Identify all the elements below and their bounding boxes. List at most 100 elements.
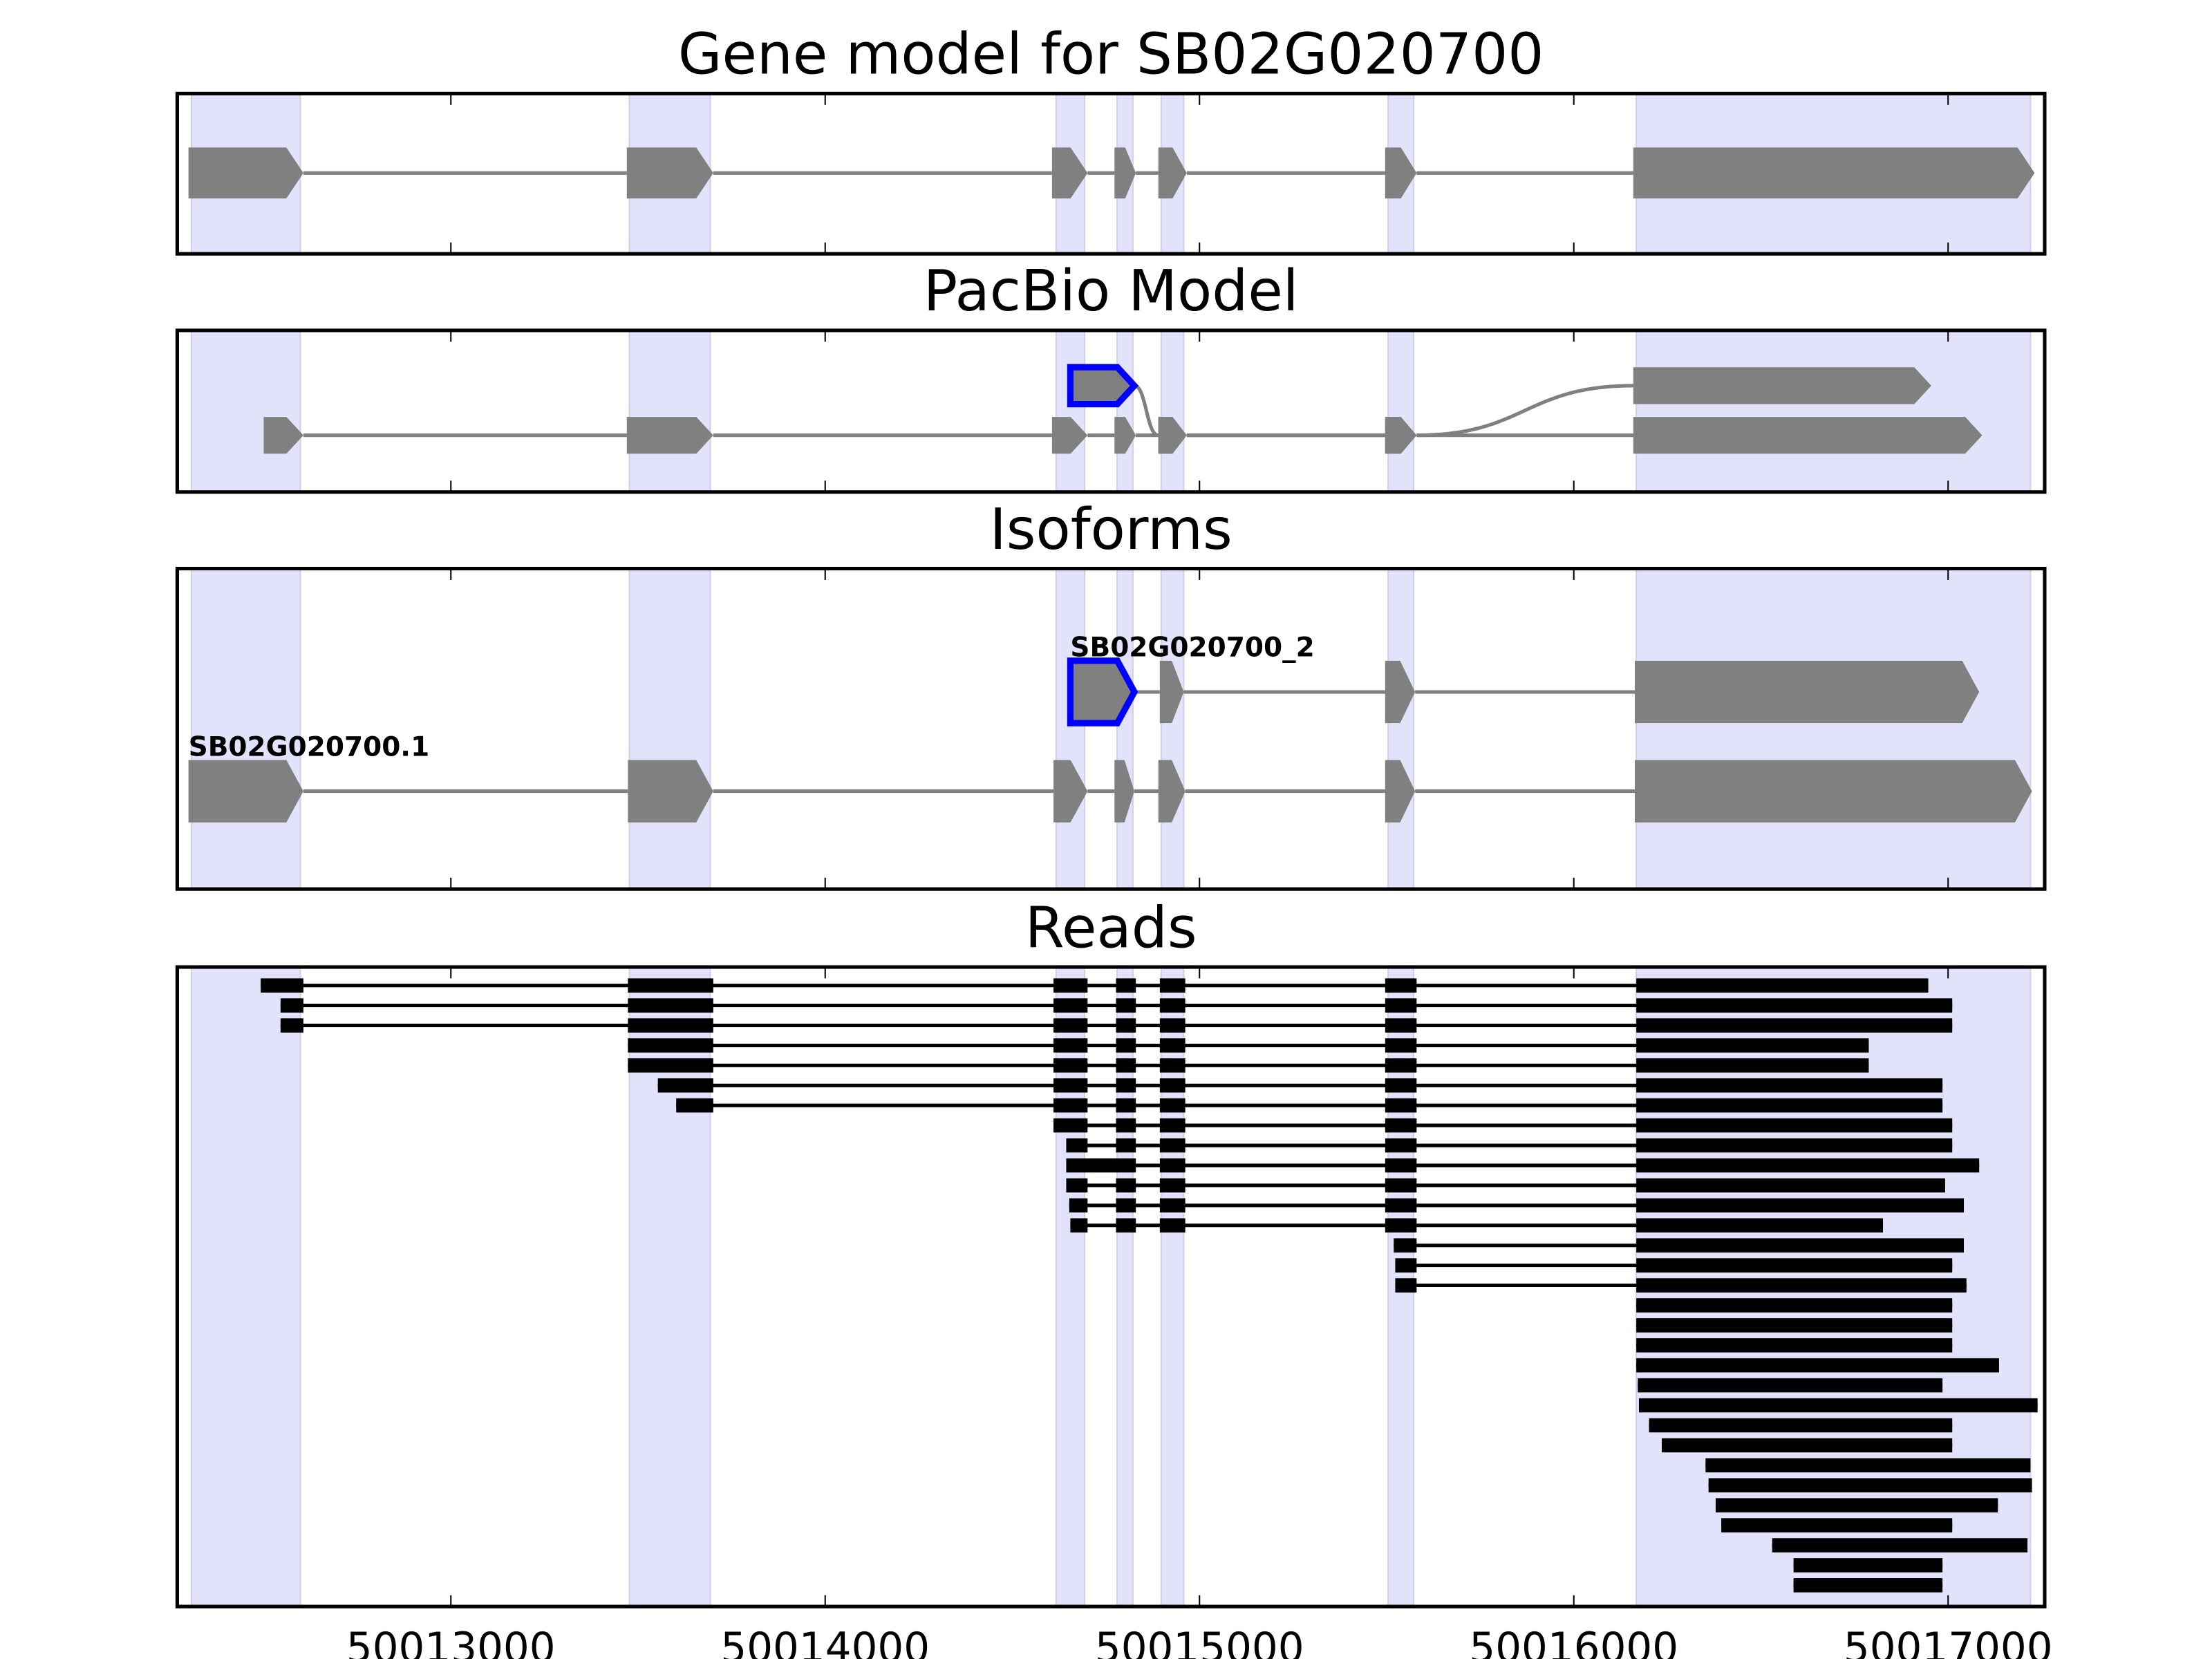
intron-curve [1134, 384, 1159, 438]
read [1636, 1298, 1953, 1313]
transcript [1067, 364, 1931, 454]
shaded-exon-region [1055, 568, 1086, 890]
shaded-exon-region [190, 329, 301, 493]
x-tick-label: 50015000 [1095, 1624, 1304, 1659]
highlighted-exon [1067, 657, 1138, 727]
read-block [1636, 1358, 1999, 1373]
transcript: SB02G020700_2 [1067, 632, 1980, 727]
read [1053, 1118, 1953, 1133]
read [1638, 1398, 2038, 1413]
shaded-exon-region [1055, 966, 1086, 1608]
shaded-exon-region [1387, 568, 1415, 890]
read-block [1159, 1038, 1185, 1053]
shaded-exon-region [1116, 568, 1134, 890]
x-tick-label: 50014000 [720, 1624, 930, 1659]
read-block [657, 1078, 713, 1093]
read [1661, 1438, 1953, 1453]
read-block [1066, 1158, 1136, 1173]
x-tick-label: 50013000 [346, 1624, 556, 1659]
shaded-exon-region [1055, 329, 1086, 493]
read [1066, 1158, 1980, 1173]
read-block [1066, 1138, 1088, 1153]
read-block [1793, 1578, 1943, 1593]
read [1772, 1538, 2028, 1553]
read-block [1159, 1158, 1185, 1173]
read-block [1636, 1138, 1953, 1153]
read-block [1636, 1258, 1953, 1273]
read-block [1116, 978, 1136, 993]
read [1705, 1458, 2031, 1473]
shaded-exon-region [190, 568, 301, 890]
read-block [1116, 1178, 1136, 1193]
read [1715, 1498, 1998, 1512]
panel-title: PacBio Model [924, 259, 1299, 324]
read-block [1116, 1098, 1136, 1113]
read-block [280, 1018, 303, 1033]
shaded-exon-region [1635, 329, 2032, 493]
exon [1159, 660, 1184, 724]
read [1066, 1138, 1953, 1153]
read [1394, 1238, 1964, 1253]
read-block [1636, 1278, 1967, 1293]
read-block [1638, 1378, 1943, 1393]
read-block [1385, 1038, 1417, 1053]
read-block [1385, 1018, 1417, 1033]
shaded-exon-region [628, 568, 711, 890]
read-block [1159, 1118, 1185, 1133]
exon [1633, 367, 1931, 404]
read-block [1636, 1218, 1884, 1232]
read-block [1395, 1258, 1417, 1273]
shaded-exon-region [1160, 329, 1185, 493]
read-block [1159, 1138, 1185, 1153]
panel-1: PacBio Model [175, 259, 2047, 494]
highlighted-exon [1067, 364, 1139, 408]
exon [1051, 417, 1088, 454]
exon [1114, 147, 1136, 199]
read [280, 1018, 1953, 1033]
read-block [280, 998, 303, 1013]
read-block [1116, 1198, 1136, 1213]
read-block [1793, 1558, 1943, 1573]
read-block [1159, 1178, 1185, 1193]
isoform-label: SB02G020700.1 [189, 731, 430, 762]
read-block [1385, 1078, 1417, 1093]
read [1793, 1578, 1943, 1593]
read-block [1636, 1318, 1953, 1333]
read-block [1116, 1018, 1136, 1033]
read-block [1636, 1098, 1943, 1113]
read-block [1385, 1098, 1417, 1113]
isoform-label: SB02G020700_2 [1070, 632, 1314, 664]
read-block [1053, 1098, 1088, 1113]
read-block [1636, 1158, 1980, 1173]
read [657, 1078, 1943, 1093]
shaded-exon-region [1635, 568, 2032, 890]
panel-title: Reads [1025, 895, 1197, 961]
read [676, 1098, 1943, 1113]
read [1708, 1478, 2032, 1492]
read-block [1385, 1198, 1417, 1213]
exon [1051, 147, 1088, 199]
panel-title: Isoforms [990, 497, 1232, 563]
shaded-exon-region [190, 966, 301, 1608]
exon [626, 417, 713, 454]
read-block [1385, 998, 1417, 1013]
panel-frame [175, 567, 2047, 891]
read [261, 978, 1929, 993]
read-block [1066, 1178, 1088, 1193]
read-block [1053, 1038, 1088, 1053]
transcript [263, 417, 1983, 454]
panel-title: Gene model for SB02G020700 [678, 22, 1544, 88]
exon [188, 760, 303, 823]
read-block [1636, 1058, 1869, 1073]
shaded-exon-region [628, 966, 711, 1608]
read-block [1394, 1238, 1417, 1253]
read-block [1159, 1098, 1185, 1113]
read [1395, 1278, 1967, 1293]
read-block [1116, 998, 1136, 1013]
exon [1158, 760, 1185, 823]
read-block [1636, 998, 1953, 1013]
read [1636, 1318, 1953, 1333]
exon [1633, 147, 2035, 199]
read-block [1116, 1038, 1136, 1053]
read-block [1649, 1418, 1953, 1433]
